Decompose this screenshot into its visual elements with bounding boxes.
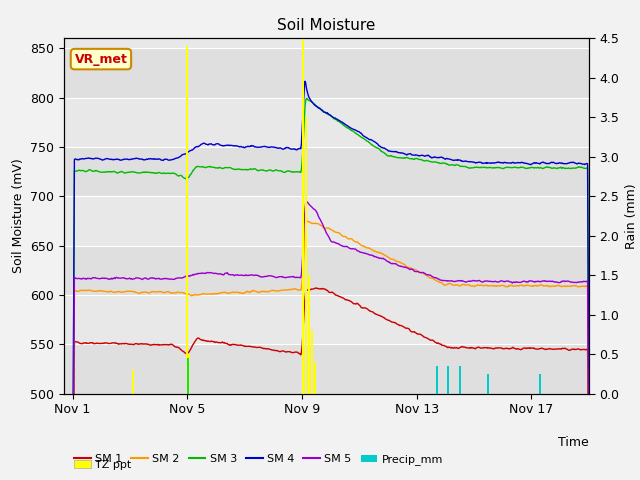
Bar — [64, 48, 589, 97]
Bar — [488, 374, 490, 394]
Bar — [539, 374, 541, 394]
Bar — [64, 147, 589, 196]
Bar — [311, 330, 313, 394]
Title: Soil Moisture: Soil Moisture — [277, 18, 376, 33]
Bar — [186, 46, 188, 394]
Bar — [303, 38, 305, 394]
Bar — [187, 358, 189, 394]
Bar — [459, 366, 461, 394]
Bar — [314, 362, 316, 394]
Bar — [305, 117, 307, 394]
Bar — [132, 370, 134, 394]
Y-axis label: Rain (mm): Rain (mm) — [625, 183, 638, 249]
Legend: TZ ppt: TZ ppt — [70, 456, 136, 474]
Legend: SM 1, SM 2, SM 3, SM 4, SM 5, Precip_mm: SM 1, SM 2, SM 3, SM 4, SM 5, Precip_mm — [70, 450, 447, 469]
Bar — [436, 366, 438, 394]
Bar — [447, 366, 449, 394]
Bar — [308, 275, 310, 394]
Text: VR_met: VR_met — [74, 53, 127, 66]
Bar — [64, 344, 589, 394]
Bar — [188, 354, 189, 394]
Bar — [64, 246, 589, 295]
Text: Time: Time — [558, 436, 589, 449]
Y-axis label: Soil Moisture (mV): Soil Moisture (mV) — [12, 158, 25, 274]
